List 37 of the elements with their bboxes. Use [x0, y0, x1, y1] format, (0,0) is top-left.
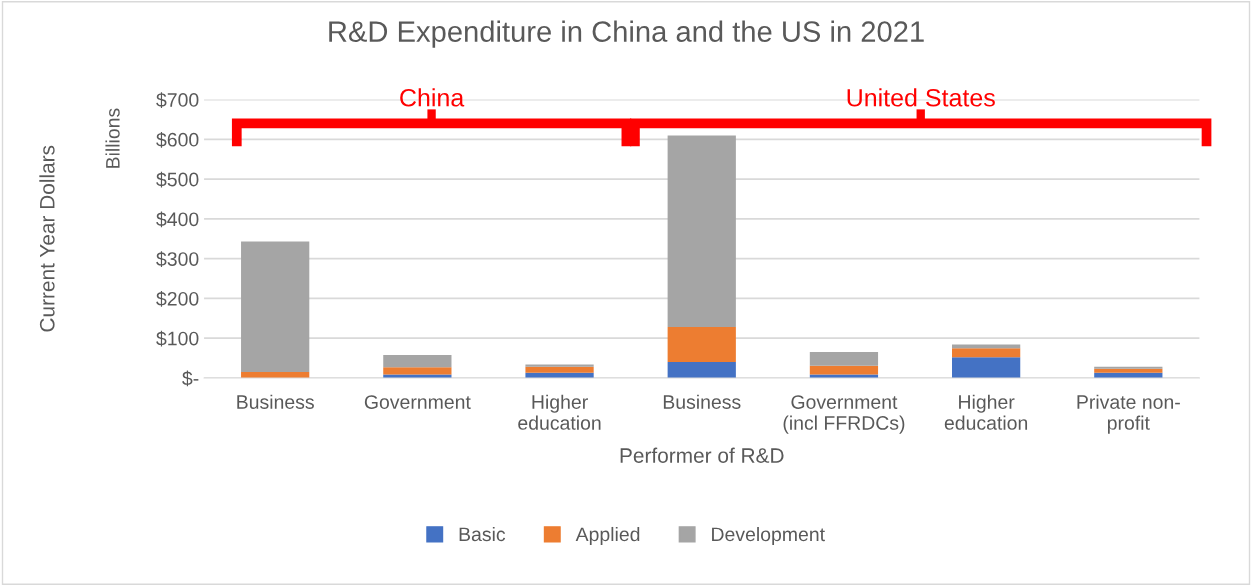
bar — [383, 367, 452, 375]
bar — [952, 357, 1021, 378]
legend-label: Basic — [459, 526, 506, 542]
legend-label: Development — [712, 526, 825, 546]
annotation: United States — [847, 88, 995, 107]
x-tick-label: Higher education — [518, 394, 601, 430]
chart-title: R&D Expenditure in China and the US in 2021 — [329, 20, 924, 48]
legend-label: Applied — [575, 526, 640, 546]
x-tick-label: Business — [237, 394, 314, 409]
y-axis-title: Current Year Dollars — [39, 145, 55, 332]
y-tick-label: $500 — [156, 171, 199, 188]
bar — [809, 365, 879, 375]
y-tick-label: $- — [182, 370, 199, 387]
bar — [525, 364, 594, 367]
y-tick-label: $200 — [156, 291, 199, 307]
x-tick-label: Business — [663, 394, 741, 409]
y-tick-label: $100 — [156, 330, 199, 347]
y-tick-label: $300 — [156, 251, 199, 268]
y-tick-label: $400 — [156, 211, 199, 228]
y-tick-label: $700 — [156, 92, 199, 109]
annotation: China — [400, 88, 465, 107]
bar — [667, 327, 736, 363]
x-tick-label: Private non- profit — [1077, 394, 1180, 434]
bar — [952, 348, 1021, 358]
bar — [809, 352, 879, 366]
bar — [383, 354, 452, 368]
y-tick-label: $600 — [156, 132, 199, 148]
bar — [525, 366, 594, 373]
bar — [667, 362, 736, 378]
bar — [667, 135, 736, 328]
x-tick-label: Government — [364, 395, 471, 409]
text: Billions — [105, 108, 120, 168]
x-tick-label: Government (incl FFRDCs) — [783, 395, 905, 434]
x-tick-label: Higher education — [944, 394, 1028, 430]
bar — [1094, 368, 1163, 373]
bar — [241, 241, 310, 373]
x-axis-title: Performer of R&D — [620, 447, 784, 463]
